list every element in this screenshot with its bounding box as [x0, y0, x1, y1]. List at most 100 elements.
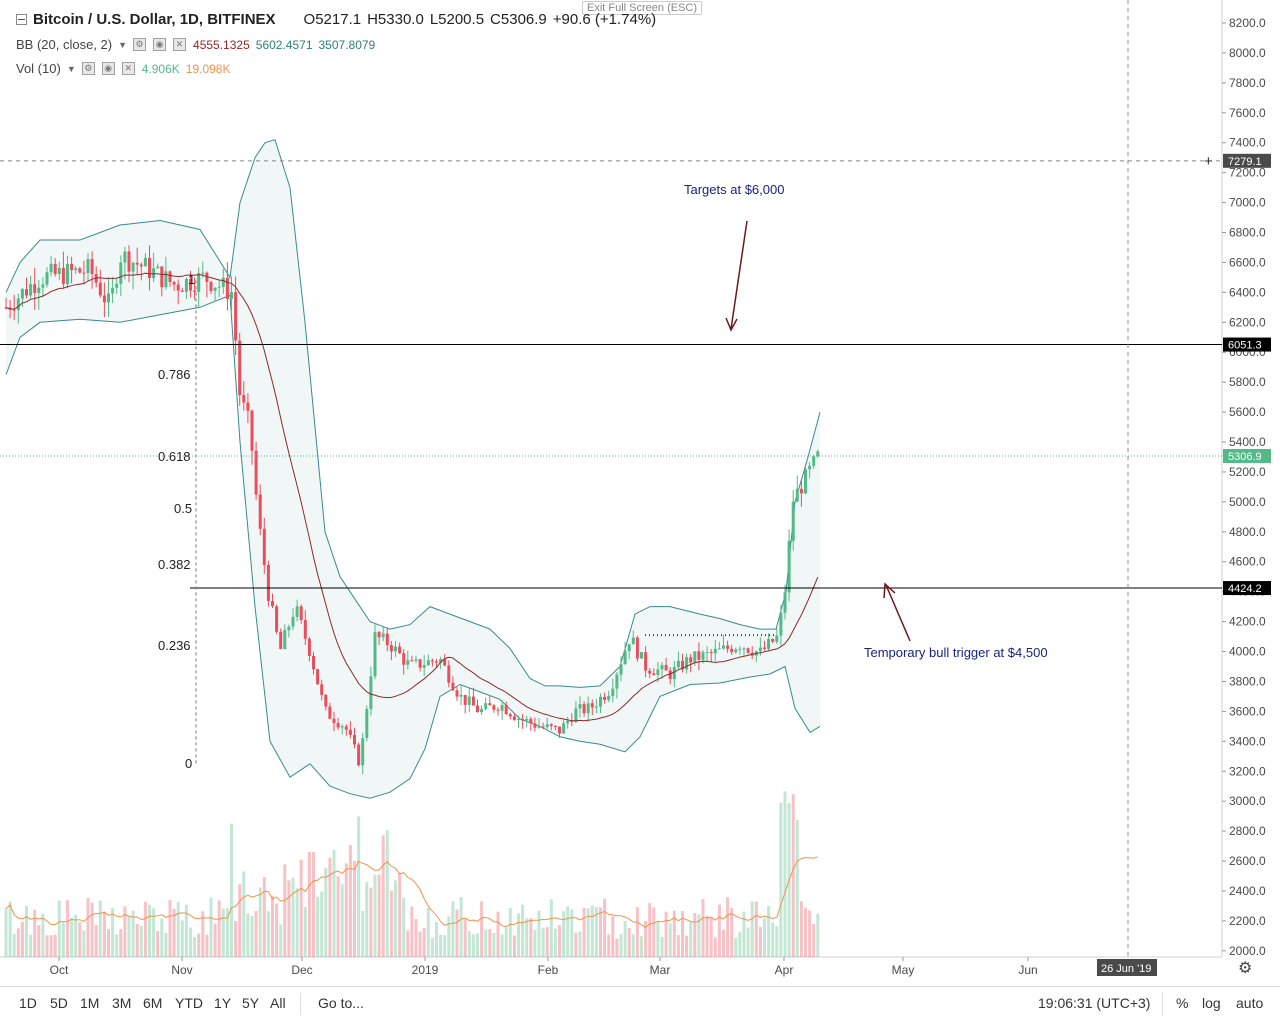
candle-body	[668, 670, 672, 680]
gear-icon[interactable]: ⚙	[1238, 960, 1253, 977]
candle-body	[381, 633, 385, 638]
candle-body	[533, 723, 537, 728]
volume-bar	[631, 934, 635, 957]
candle-body	[685, 657, 689, 670]
candle-body	[57, 267, 61, 274]
close-icon[interactable]: ✕	[173, 38, 187, 51]
candle-body	[611, 688, 615, 696]
volume-bar	[722, 929, 725, 957]
candle-body	[225, 277, 229, 299]
timeframe-1m[interactable]: 1M	[80, 995, 100, 1011]
volume-bar	[627, 927, 631, 957]
volume-bar	[369, 887, 373, 957]
candle-body	[693, 651, 697, 663]
candle-body	[644, 652, 648, 671]
plus-icon[interactable]: +	[1204, 153, 1213, 170]
volume-bar	[394, 880, 397, 957]
candle-body	[705, 652, 709, 654]
candle-body	[16, 298, 20, 311]
volume-bar	[29, 934, 33, 957]
volume-bar	[512, 935, 516, 957]
settings-icon[interactable]: ⚙	[81, 62, 95, 75]
candle-body	[795, 488, 799, 502]
candle-body	[156, 266, 160, 269]
percent-toggle[interactable]: %	[1176, 995, 1189, 1011]
vol-label[interactable]: Vol (10)	[16, 61, 61, 76]
volume-bar	[451, 901, 455, 957]
candle-body	[168, 271, 172, 282]
time-axis[interactable]	[0, 958, 1222, 986]
close-icon[interactable]: ✕	[121, 62, 135, 75]
volume-bar	[86, 898, 90, 957]
volume-bar	[230, 823, 233, 957]
goto-button[interactable]: Go to...	[318, 995, 364, 1011]
candle-body	[471, 696, 475, 706]
collapse-icon[interactable]	[16, 14, 27, 25]
candle-body	[98, 282, 102, 296]
visibility-icon[interactable]: ◉	[153, 38, 167, 51]
timeframe-5y[interactable]: 5Y	[242, 995, 260, 1011]
candle-body	[808, 465, 812, 470]
volume-bar	[476, 933, 479, 957]
timeframe-all[interactable]: All	[270, 995, 286, 1011]
volume-ma-line	[5, 856, 818, 928]
candle-body	[607, 695, 611, 700]
timeframe-6m[interactable]: 6M	[143, 995, 163, 1011]
volume-bar	[74, 914, 78, 957]
fib-level-label: 0.236	[158, 637, 191, 653]
toolbar-divider	[300, 993, 301, 1015]
candle-body	[816, 451, 820, 457]
candle-body	[771, 639, 775, 642]
volume-bar	[459, 897, 463, 957]
volume-bar	[172, 909, 176, 957]
annotation-bull-trigger[interactable]: Temporary bull trigger at $4,500	[864, 645, 1048, 660]
support-price-label: 4424.2	[1228, 583, 1262, 595]
candle-body	[176, 284, 180, 291]
volume-bar	[648, 903, 652, 957]
candle-body	[521, 718, 525, 721]
symbol-title: Bitcoin / U.S. Dollar, 1D, BITFINEX	[33, 11, 276, 28]
candle-body	[377, 632, 381, 638]
chevron-down-icon[interactable]: ▼	[118, 39, 128, 50]
timeframe-ytd[interactable]: YTD	[175, 995, 203, 1011]
timeframe-1y[interactable]: 1Y	[214, 995, 232, 1011]
volume-bar	[455, 909, 459, 957]
exit-fullscreen-button[interactable]: Exit Full Screen (ESC)	[582, 1, 703, 15]
candle-body	[447, 665, 451, 683]
candle-body	[545, 724, 549, 728]
timeframe-5d[interactable]: 5D	[50, 995, 68, 1011]
log-toggle[interactable]: log	[1202, 995, 1221, 1011]
candle-body	[217, 286, 221, 288]
volume-bar	[348, 845, 352, 957]
volume-bar	[418, 931, 422, 957]
volume-bar	[488, 929, 492, 957]
price-chart[interactable]: 8200.0 8000.0 7800.0 7600.0 7400.0 7200.0 7000…	[0, 0, 1280, 986]
volume-bar	[771, 922, 775, 957]
candle-body	[258, 494, 262, 529]
clock[interactable]: 19:06:31 (UTC+3)	[1038, 995, 1151, 1011]
timeframe-3m[interactable]: 3M	[112, 995, 132, 1011]
candle-body	[726, 645, 730, 649]
candle-body	[193, 290, 197, 292]
visibility-icon[interactable]: ◉	[101, 62, 115, 75]
price-tick-label: 6800.0	[1229, 226, 1266, 240]
chevron-down-icon[interactable]: ▼	[66, 63, 76, 74]
volume-bar	[45, 935, 49, 957]
candle-body	[660, 665, 664, 670]
auto-toggle[interactable]: auto	[1236, 995, 1264, 1011]
candle-body	[78, 268, 82, 273]
candle-body	[152, 268, 156, 279]
bb-label[interactable]: BB (20, close, 2)	[16, 37, 113, 52]
candle-body	[484, 703, 488, 709]
volume-bar	[340, 884, 344, 957]
bb-upper-value: 5602.4571	[255, 37, 313, 52]
settings-icon[interactable]: ⚙	[133, 38, 147, 51]
annotation-targets[interactable]: Targets at $6,000	[684, 182, 785, 197]
volume-bar	[152, 908, 156, 957]
vol-value: 4.906K	[141, 61, 180, 76]
volume-bar	[266, 911, 270, 957]
volume-bar	[205, 934, 209, 957]
volume-bar	[90, 902, 94, 957]
timeframe-1d[interactable]: 1D	[19, 995, 37, 1011]
volume-bar	[590, 905, 594, 957]
